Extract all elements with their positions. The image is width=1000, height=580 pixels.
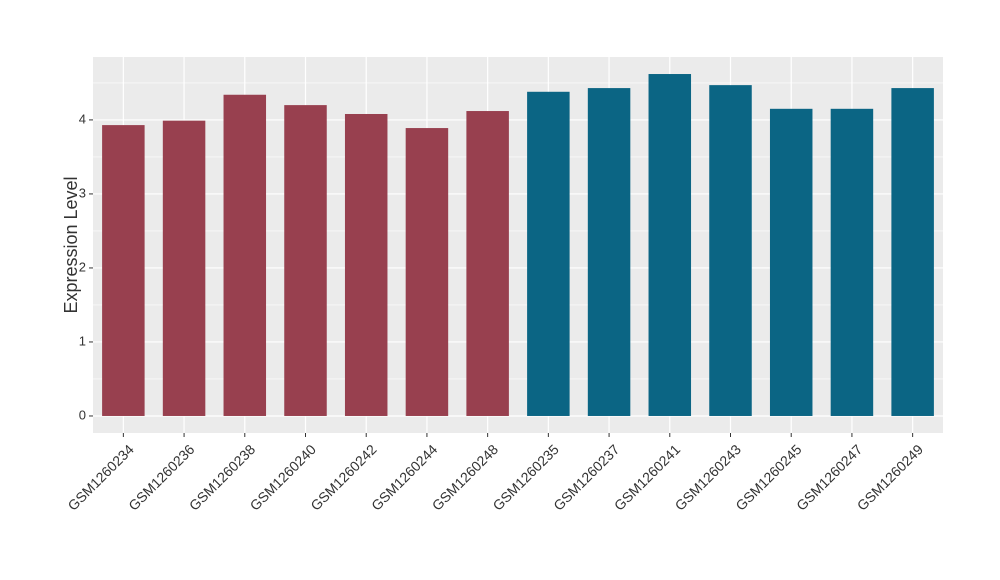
bar <box>223 94 267 416</box>
bar <box>284 105 327 416</box>
bar <box>162 120 206 416</box>
bar <box>344 113 388 416</box>
bar <box>648 74 692 416</box>
bar <box>709 85 752 416</box>
y-tick-label: 4 <box>79 111 86 126</box>
bar <box>405 128 449 416</box>
y-tick-label: 0 <box>79 407 86 422</box>
y-axis-title: Expression Level <box>61 176 81 313</box>
bar <box>891 88 934 416</box>
bar <box>830 108 874 416</box>
plot-panel <box>93 57 943 433</box>
bar <box>527 91 570 416</box>
bar <box>587 88 631 416</box>
bar <box>769 108 813 416</box>
bar <box>466 111 509 416</box>
bar <box>102 125 145 416</box>
y-tick-label: 3 <box>79 185 86 200</box>
y-tick-label: 1 <box>79 333 86 348</box>
y-tick-label: 2 <box>79 259 86 274</box>
